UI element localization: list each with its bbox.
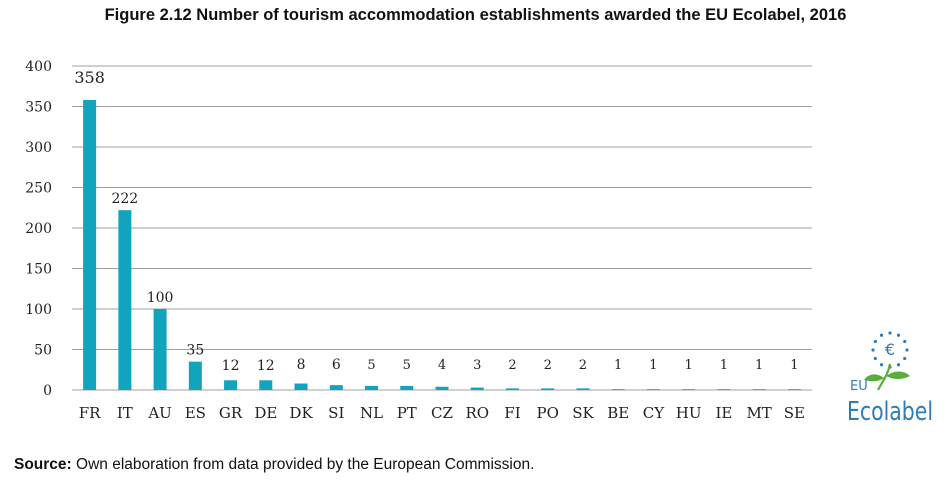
logo-star — [879, 363, 884, 367]
bar-de — [259, 380, 273, 390]
bar-au — [153, 309, 167, 390]
data-label: 1 — [685, 358, 693, 373]
category-label: DE — [254, 404, 277, 422]
category-label: RO — [465, 404, 489, 422]
y-tick-label: 100 — [25, 302, 52, 318]
category-label: MT — [746, 404, 771, 422]
bars — [83, 100, 801, 391]
source-text: Own elaboration from data provided by th… — [71, 456, 535, 473]
source-label: Source: — [14, 456, 72, 473]
category-label: IT — [117, 404, 133, 422]
logo-star — [896, 363, 901, 367]
y-tick-label: 0 — [43, 383, 52, 399]
y-tick-label: 300 — [25, 140, 52, 156]
data-label: 1 — [755, 358, 763, 373]
category-label: PO — [537, 404, 559, 422]
data-label: 5 — [403, 358, 411, 373]
flower-stem-icon — [864, 363, 910, 391]
category-label: DK — [289, 404, 313, 422]
logo-star — [879, 333, 884, 337]
logo-star — [871, 348, 875, 352]
category-label: SI — [328, 404, 344, 422]
logo-star — [873, 339, 877, 344]
logo-ecolabel-text: Ecolabel — [847, 397, 933, 427]
bar-be — [611, 389, 625, 390]
bar-fi — [505, 388, 519, 390]
data-label: 2 — [508, 358, 516, 373]
category-label: IE — [715, 404, 732, 422]
data-label: 5 — [367, 358, 375, 373]
bar-dk — [294, 383, 308, 390]
logo-eu-text: EU — [850, 379, 868, 394]
data-label: 222 — [111, 191, 138, 207]
y-tick-label: 200 — [25, 221, 52, 237]
data-label: 8 — [297, 357, 306, 373]
bar-es — [188, 361, 202, 390]
data-label: 35 — [186, 343, 204, 359]
category-label: FR — [79, 404, 101, 422]
category-label: ES — [185, 404, 206, 422]
bar-si — [329, 385, 343, 390]
data-label: 2 — [544, 358, 552, 373]
logo-star — [903, 339, 907, 344]
logo-star — [903, 356, 907, 361]
bar-mt — [752, 389, 766, 390]
data-label: 1 — [649, 358, 657, 373]
logo-star — [888, 331, 892, 335]
logo-star — [896, 333, 901, 337]
category-label: HU — [676, 404, 702, 422]
logo-star — [873, 356, 877, 361]
bar-ie — [717, 389, 731, 390]
logo-euro-symbol: € — [885, 340, 895, 359]
data-label: 12 — [257, 358, 275, 374]
bar-cz — [435, 386, 449, 390]
y-tick-label: 350 — [25, 100, 52, 116]
source-note: Source: Own elaboration from data provid… — [14, 456, 534, 474]
eu-ecolabel-logo: € EU Ecolabel — [847, 331, 933, 427]
category-label: CZ — [431, 404, 453, 422]
bar-gr — [224, 380, 238, 390]
bar-se — [787, 389, 801, 390]
data-label: 3 — [473, 358, 481, 373]
y-tick-label: 250 — [25, 181, 52, 197]
bar-pt — [400, 385, 414, 390]
bar-fr — [83, 100, 97, 391]
data-label: 1 — [790, 358, 798, 373]
category-label: SK — [572, 404, 594, 422]
bar-hu — [682, 389, 696, 390]
gridlines — [72, 65, 812, 391]
category-label: CY — [643, 404, 665, 422]
data-label: 358 — [74, 68, 105, 87]
bar-ro — [470, 387, 484, 390]
data-label: 4 — [438, 358, 446, 373]
data-label: 6 — [332, 357, 341, 373]
data-label: 2 — [579, 358, 587, 373]
bar-sk — [576, 388, 590, 390]
data-label: 1 — [614, 358, 622, 373]
category-label: BE — [607, 404, 629, 422]
data-label: 100 — [147, 290, 174, 306]
bar-cy — [646, 389, 660, 390]
category-label: PT — [397, 404, 417, 422]
y-axis-ticks: 0 50 100 150 200 250 300 350 400 — [25, 59, 52, 399]
category-label: SE — [784, 404, 805, 422]
bar-po — [541, 388, 555, 390]
star-circle-icon — [871, 331, 909, 369]
category-label: AU — [147, 404, 171, 422]
category-label: FI — [504, 404, 520, 422]
data-label: 12 — [222, 358, 240, 374]
category-label: GR — [219, 404, 243, 422]
chart-title: Figure 2.12 Number of tourism accommodat… — [104, 6, 847, 24]
category-label: NL — [360, 404, 383, 422]
logo-star — [905, 348, 909, 352]
y-tick-label: 150 — [25, 262, 52, 278]
y-tick-label: 400 — [25, 59, 52, 75]
data-label: 1 — [720, 358, 728, 373]
category-labels: FR IT AU ES GR DE DK SI NL PT CZ RO FI PO SK BE CY HU IE MT… — [79, 404, 805, 422]
y-tick-label: 50 — [34, 343, 52, 359]
bar-it — [118, 210, 132, 390]
bar-nl — [365, 385, 379, 390]
